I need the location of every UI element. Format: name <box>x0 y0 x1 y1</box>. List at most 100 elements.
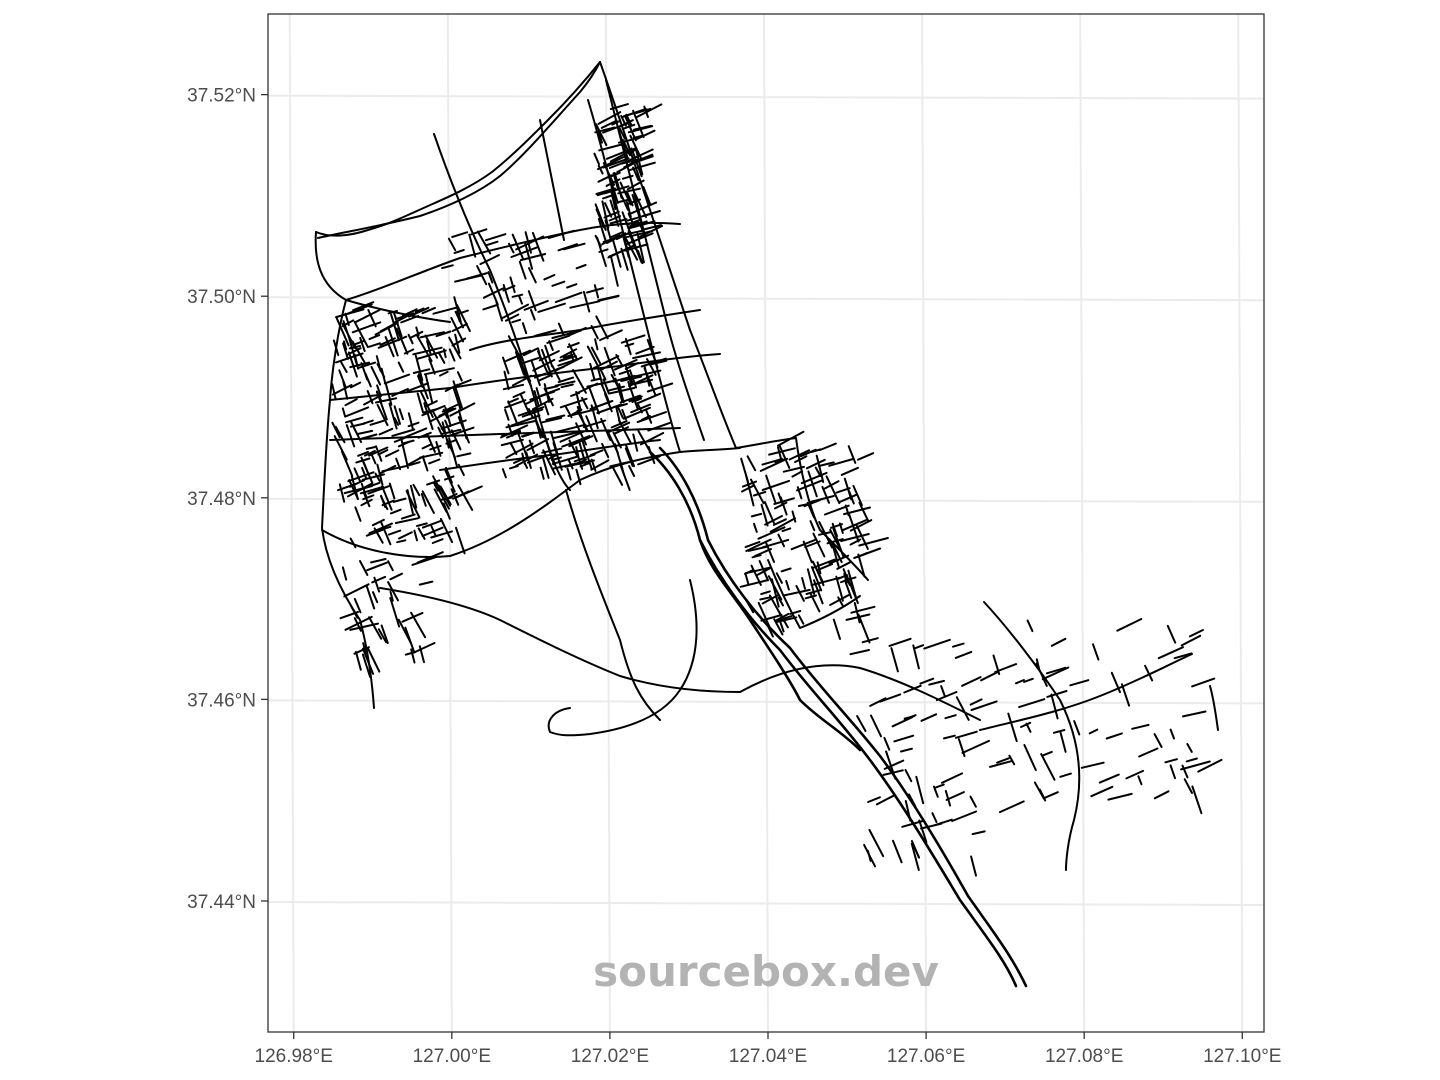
local-street <box>529 390 556 401</box>
local-street <box>359 560 369 576</box>
local-street <box>954 730 978 739</box>
local-street <box>377 449 389 456</box>
local-street <box>1138 747 1159 758</box>
local-street <box>509 442 518 456</box>
local-street <box>619 394 641 404</box>
local-street <box>421 526 444 537</box>
road-east-branch-2 <box>983 601 1081 871</box>
gridline-x-5 <box>1079 13 1086 1033</box>
local-street <box>526 455 547 464</box>
x-tick-label-5: 127.08°E <box>1045 1046 1123 1067</box>
local-street <box>845 613 871 621</box>
local-street <box>476 230 492 255</box>
local-street <box>612 431 622 449</box>
local-street <box>613 359 638 371</box>
local-street <box>437 351 446 364</box>
local-street <box>809 592 821 613</box>
local-street <box>368 446 389 457</box>
local-street <box>628 220 656 230</box>
local-street <box>944 789 952 807</box>
local-street <box>597 129 603 144</box>
local-street <box>855 523 869 550</box>
local-street <box>564 405 573 419</box>
road-north-boundary <box>317 61 601 239</box>
local-street <box>599 367 607 381</box>
local-street <box>785 579 790 591</box>
local-street <box>618 126 626 140</box>
local-street <box>544 403 550 416</box>
local-street <box>969 795 977 808</box>
road-cross-1 <box>345 299 451 323</box>
highway-se-2 <box>658 446 1028 988</box>
local-street <box>875 794 895 806</box>
local-street <box>761 479 790 491</box>
local-street <box>412 368 431 374</box>
local-street <box>369 419 386 426</box>
local-street <box>421 306 436 315</box>
local-street <box>374 323 397 336</box>
local-street <box>406 382 429 393</box>
local-street <box>416 349 447 360</box>
local-street <box>513 456 528 464</box>
local-street <box>539 466 545 480</box>
local-street <box>823 480 840 490</box>
local-street <box>387 310 398 315</box>
local-street <box>772 518 787 526</box>
local-street <box>557 243 578 252</box>
local-street <box>836 574 848 581</box>
local-street <box>941 772 964 784</box>
local-street <box>1042 791 1059 800</box>
local-street <box>1050 693 1059 720</box>
local-street <box>371 575 387 584</box>
local-street <box>641 224 662 231</box>
local-street <box>933 785 939 798</box>
local-street <box>850 605 876 614</box>
local-street <box>770 578 780 608</box>
local-street <box>603 346 616 377</box>
local-street <box>397 361 405 373</box>
local-street <box>594 126 616 134</box>
local-street <box>757 526 786 540</box>
local-street <box>750 564 762 586</box>
local-street <box>434 482 450 510</box>
local-street <box>505 442 534 459</box>
local-street <box>356 429 374 435</box>
local-street <box>450 429 462 451</box>
local-street <box>377 335 408 349</box>
local-street <box>631 193 643 224</box>
local-street <box>376 390 388 421</box>
local-street <box>811 560 825 584</box>
local-street <box>501 429 521 437</box>
local-street <box>1157 646 1184 660</box>
road-far-east <box>1209 685 1219 731</box>
local-street <box>360 498 373 507</box>
local-street <box>351 324 374 334</box>
local-street <box>361 466 368 480</box>
local-street <box>412 346 443 356</box>
local-street <box>526 438 550 452</box>
local-street <box>421 490 435 514</box>
local-street <box>519 253 547 262</box>
local-street <box>780 567 792 573</box>
local-street <box>788 449 811 461</box>
local-street <box>452 386 462 411</box>
x-tick-label-1: 127.00°E <box>413 1046 491 1067</box>
local-street <box>1041 750 1053 757</box>
local-street <box>621 123 636 130</box>
local-street <box>628 465 636 477</box>
local-street <box>1191 785 1203 815</box>
local-street <box>858 537 889 547</box>
local-street <box>775 615 793 622</box>
local-street <box>519 393 531 416</box>
local-street <box>376 463 384 486</box>
local-street <box>614 426 629 435</box>
local-street <box>381 485 393 511</box>
local-street <box>515 235 545 251</box>
local-street <box>595 187 616 195</box>
local-street <box>1153 790 1170 800</box>
local-street <box>1007 712 1018 743</box>
local-street <box>1018 698 1046 709</box>
local-street <box>366 390 374 405</box>
local-street <box>620 375 643 382</box>
local-street <box>440 428 462 435</box>
